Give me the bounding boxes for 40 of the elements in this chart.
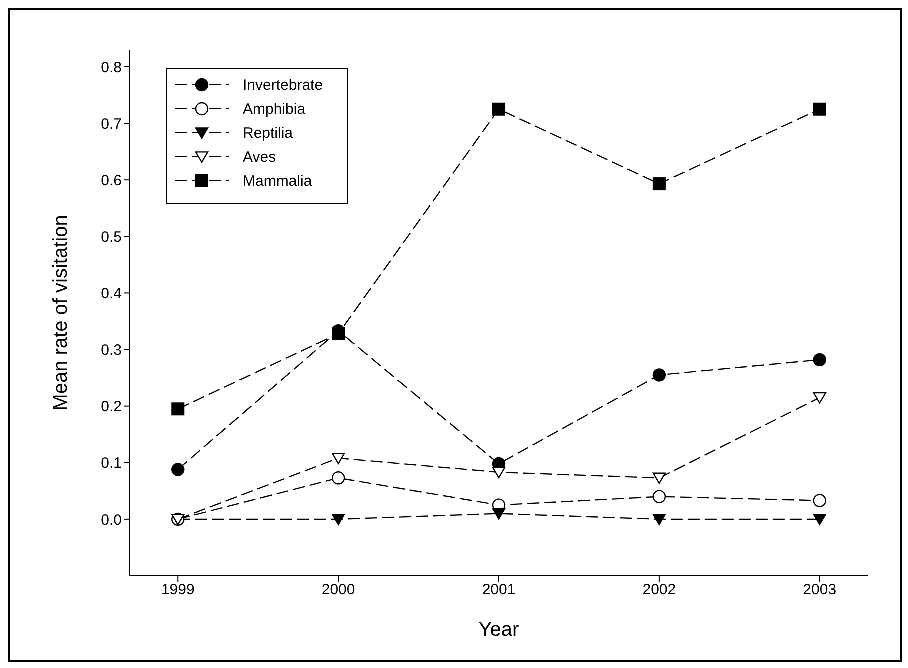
legend-label: Reptilia <box>243 125 294 142</box>
y-tick-label: 0.4 <box>101 286 122 303</box>
x-axis-title: Year <box>478 619 520 641</box>
point <box>332 452 346 464</box>
y-tick-label: 0.8 <box>101 59 122 76</box>
point <box>652 472 666 484</box>
point <box>813 353 826 367</box>
point <box>492 102 506 116</box>
point <box>652 178 666 191</box>
point <box>652 490 666 504</box>
y-tick-label: 0.6 <box>101 172 122 190</box>
point <box>172 402 185 416</box>
x-tick-label: 2003 <box>803 582 837 599</box>
legend-label: Amphibia <box>243 101 306 118</box>
point <box>652 368 666 382</box>
x-tick-label: 2002 <box>642 582 676 599</box>
legend-label: Invertebrate <box>243 77 324 94</box>
y-tick-label: 0.2 <box>101 398 122 416</box>
point <box>332 472 346 485</box>
y-tick-label: 0.1 <box>101 455 122 472</box>
point <box>813 392 826 404</box>
x-tick-label: 2001 <box>482 582 516 599</box>
point <box>813 514 826 526</box>
point <box>813 102 826 116</box>
legend-label: Mammalia <box>243 173 313 190</box>
y-axis-title: Mean rate of visitation <box>50 215 72 411</box>
y-tick-label: 0.3 <box>101 342 122 360</box>
point <box>813 494 826 508</box>
point <box>172 463 185 476</box>
y-tick-label: 0.5 <box>101 228 122 246</box>
y-tick-label: 0.0 <box>101 512 122 529</box>
point <box>492 467 506 478</box>
x-tick-label: 2000 <box>322 582 356 599</box>
point <box>492 508 506 520</box>
y-tick-label: 0.7 <box>101 116 122 133</box>
x-tick-label: 1999 <box>161 582 195 599</box>
legend-label: Aves <box>243 149 276 166</box>
point <box>332 327 346 340</box>
point <box>332 514 346 526</box>
point <box>652 514 666 526</box>
